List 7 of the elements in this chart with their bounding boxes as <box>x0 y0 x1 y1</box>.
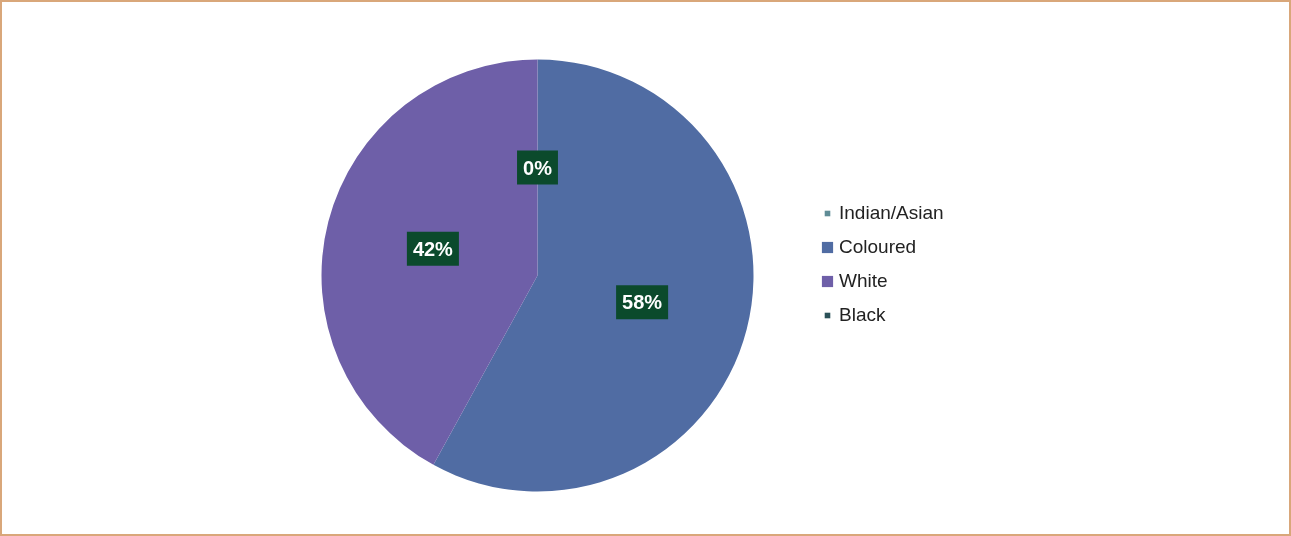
data-label: 42% <box>412 237 454 260</box>
text: 0% <box>523 156 552 179</box>
data-label: 58% <box>622 291 663 314</box>
legend-label: Indian/Asian <box>839 202 944 224</box>
legend-label: White <box>839 270 888 292</box>
legend-label: Coloured <box>839 236 917 258</box>
legend-label: Black <box>839 304 886 326</box>
